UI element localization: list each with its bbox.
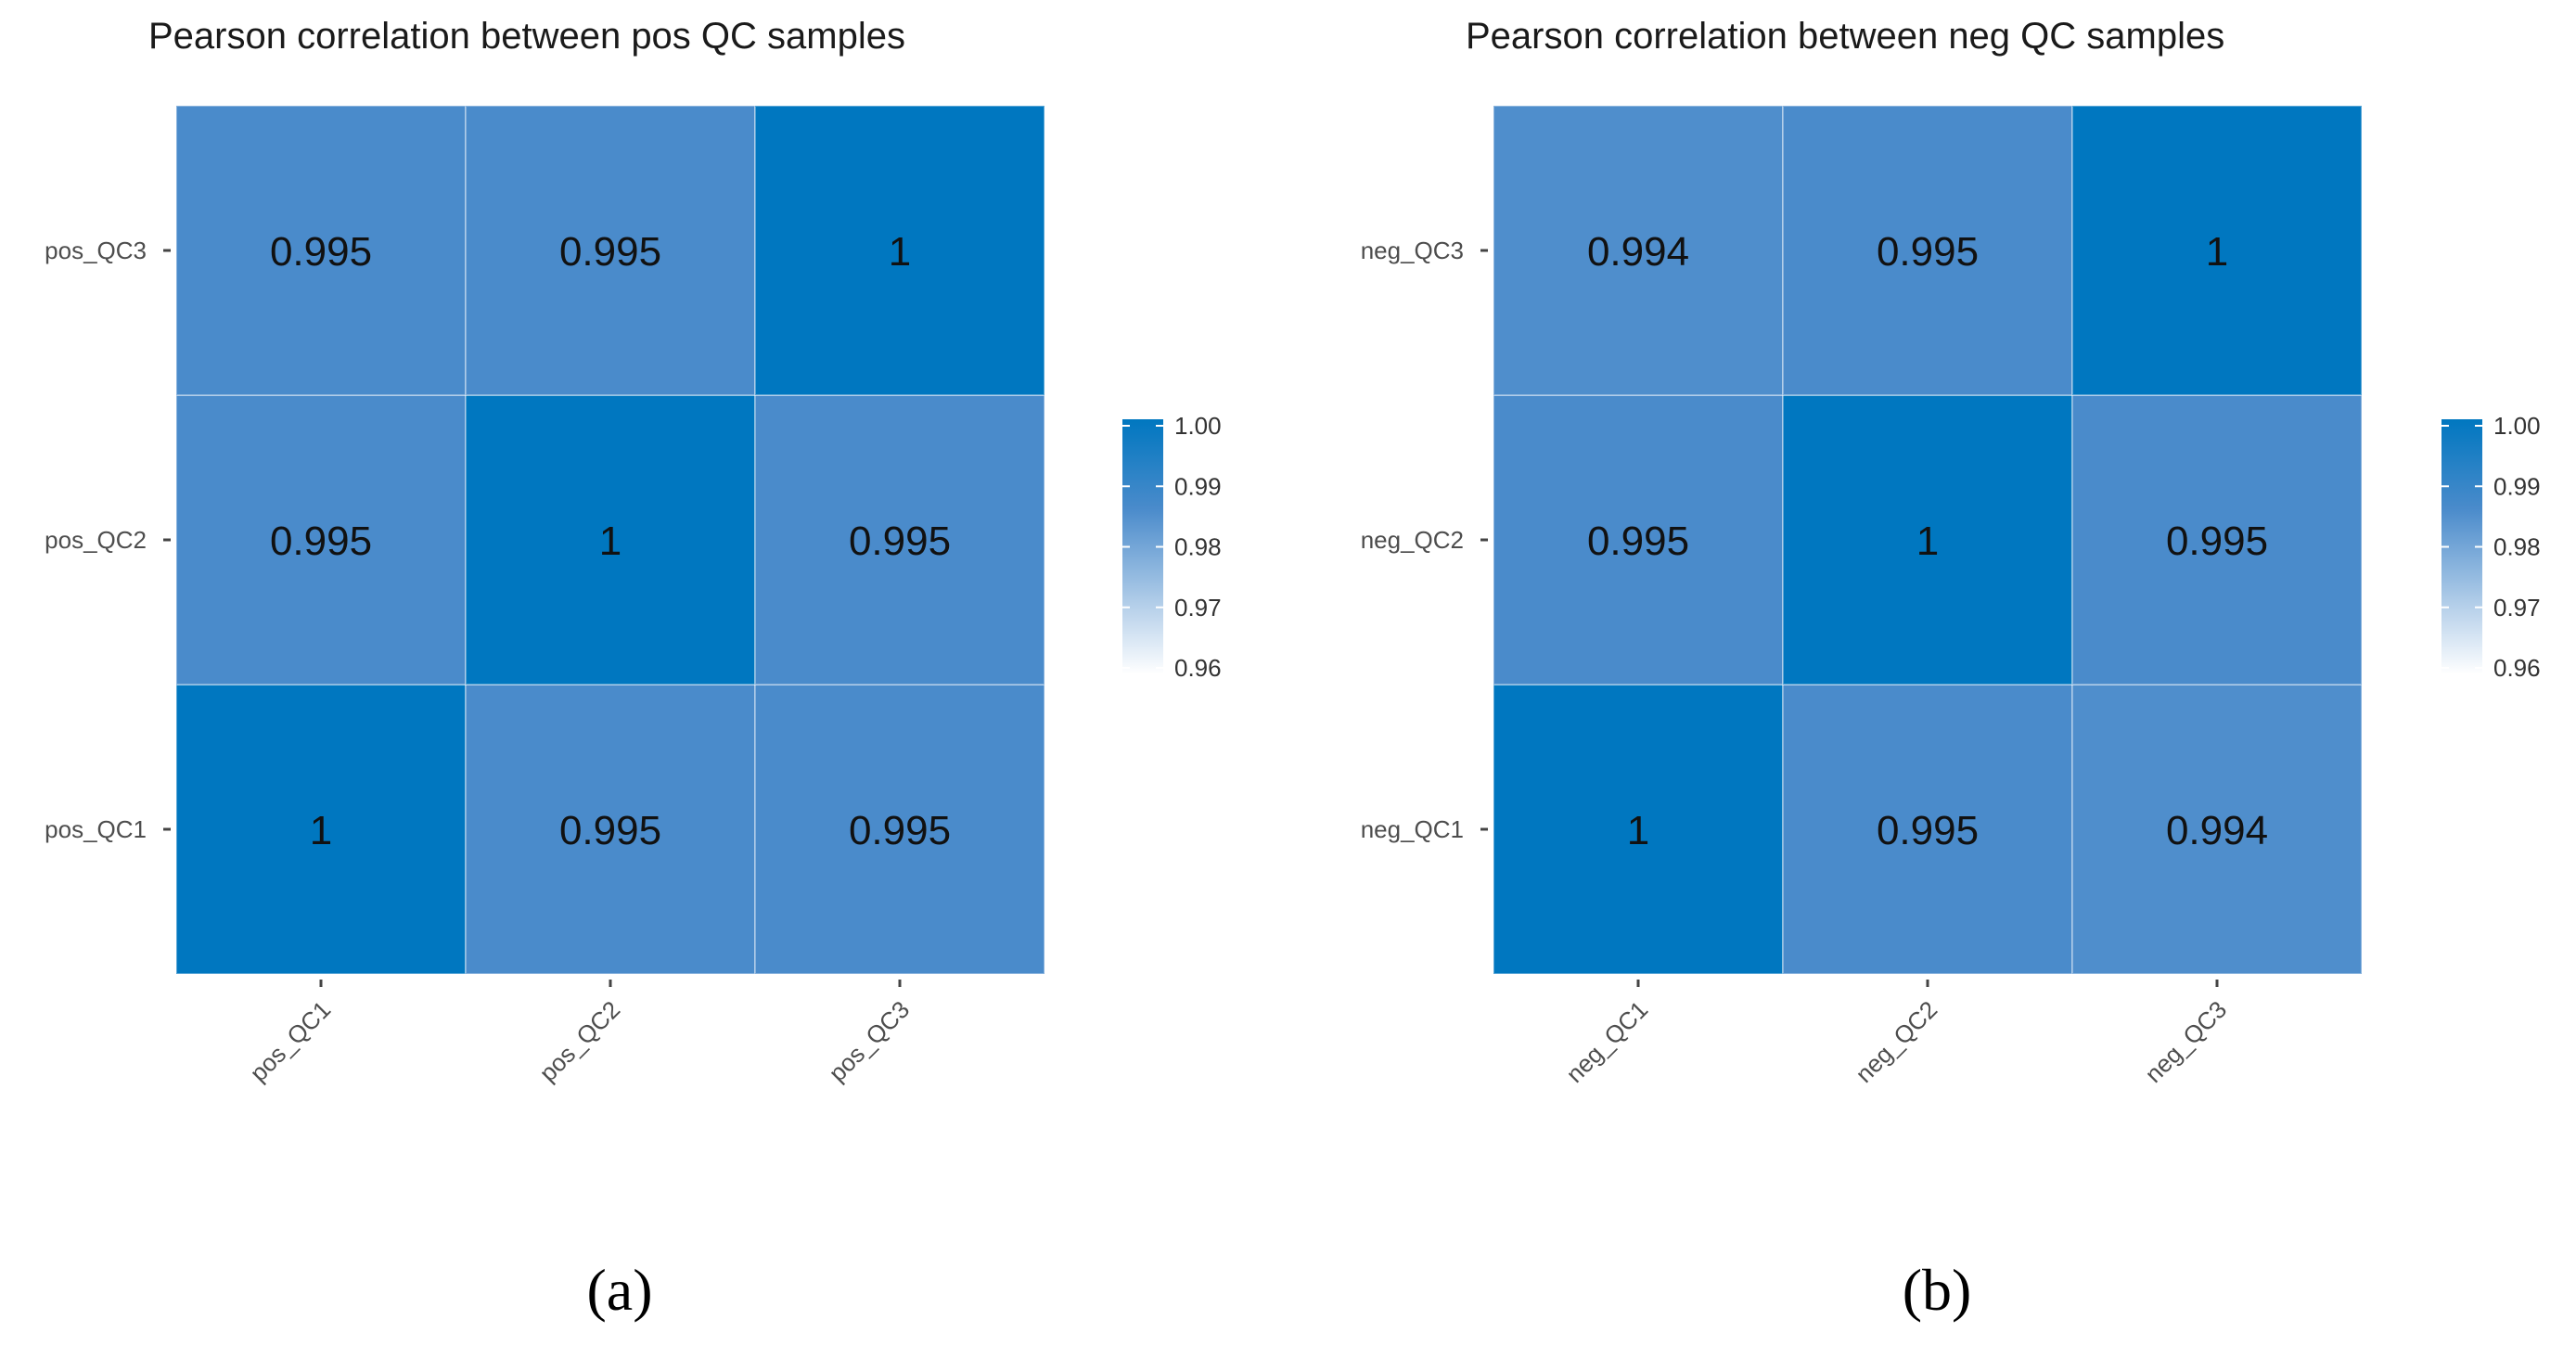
- cell-value-label: 1: [599, 519, 622, 564]
- heatmap-cell: [465, 684, 756, 975]
- cell-value-label: 0.995: [1587, 519, 1689, 564]
- heatmap-cell: [465, 394, 756, 685]
- panel-label: (a): [586, 1257, 652, 1323]
- colorbar-tick-label: 1.00: [2493, 412, 2541, 440]
- heatmap-cell: [754, 105, 1045, 396]
- cell-value-label: 0.995: [270, 229, 372, 275]
- cell-value-label: 0.995: [1877, 229, 1979, 275]
- cell-value-label: 0.995: [2166, 519, 2268, 564]
- heatmap-cell: [754, 394, 1045, 685]
- colorbar-tick-label: 0.99: [1174, 472, 1222, 500]
- cell-value-label: 1: [1627, 808, 1649, 853]
- y-tick-label: pos_QC3: [45, 237, 147, 264]
- x-tick-label: pos_QC2: [533, 995, 625, 1087]
- cell-value-label: 0.995: [270, 519, 372, 564]
- y-tick-label: neg_QC1: [1361, 815, 1464, 843]
- colorbar-tick-label: 0.98: [1174, 533, 1222, 561]
- y-tick-label: neg_QC2: [1361, 526, 1464, 554]
- cell-value-label: 0.995: [1877, 808, 1979, 853]
- colorbar-tick-label: 0.96: [2493, 654, 2541, 682]
- chart-title: Pearson correlation between pos QC sampl…: [148, 16, 905, 57]
- heatmap-cell: [2071, 105, 2363, 396]
- chart-title: Pearson correlation between neg QC sampl…: [1466, 16, 2224, 57]
- heatmap-cell: [1782, 684, 2073, 975]
- x-tick-label: pos_QC1: [244, 995, 336, 1087]
- heatmap-cell: [175, 684, 467, 975]
- cell-value-label: 1: [1916, 519, 1939, 564]
- cell-value-label: 1: [310, 808, 332, 853]
- heatmap-cell: [465, 105, 756, 396]
- heatmap-cell: [175, 394, 467, 685]
- y-tick-label: pos_QC1: [45, 815, 147, 843]
- colorbar-tick-label: 1.00: [1174, 412, 1222, 440]
- cell-value-label: 0.995: [559, 229, 661, 275]
- x-tick-label: neg_QC2: [1850, 995, 1942, 1088]
- colorbar-tick-label: 0.96: [1174, 654, 1222, 682]
- heatmap-cell: [1782, 105, 2073, 396]
- heatmap-cell: [1782, 394, 2073, 685]
- heatmap-panel-neg: Pearson correlation between neg QC sampl…: [1361, 16, 2541, 1323]
- colorbar-tick-label: 0.97: [1174, 594, 1222, 621]
- x-tick-label: neg_QC1: [1560, 995, 1653, 1088]
- colorbar-tick-label: 0.98: [2493, 533, 2541, 561]
- cell-value-label: 1: [889, 229, 911, 275]
- heatmap-panel-pos: Pearson correlation between pos QC sampl…: [45, 16, 1221, 1323]
- cell-value-label: 0.994: [2166, 808, 2268, 853]
- heatmap-cell: [2071, 684, 2363, 975]
- y-tick-label: neg_QC3: [1361, 237, 1464, 264]
- x-tick-label: neg_QC3: [2139, 995, 2232, 1088]
- cell-value-label: 0.995: [559, 808, 661, 853]
- x-tick-label: pos_QC3: [823, 995, 915, 1087]
- panel-label: (b): [1903, 1257, 1972, 1323]
- colorbar-tick-label: 0.99: [2493, 472, 2541, 500]
- cell-value-label: 1: [2206, 229, 2228, 275]
- heatmap-cell: [1493, 105, 1784, 396]
- cell-value-label: 0.995: [849, 519, 951, 564]
- heatmap-cell: [1493, 684, 1784, 975]
- y-tick-label: pos_QC2: [45, 526, 147, 554]
- cell-value-label: 0.995: [849, 808, 951, 853]
- colorbar-tick-label: 0.97: [2493, 594, 2541, 621]
- cell-value-label: 0.994: [1587, 229, 1689, 275]
- heatmap-cell: [175, 105, 467, 396]
